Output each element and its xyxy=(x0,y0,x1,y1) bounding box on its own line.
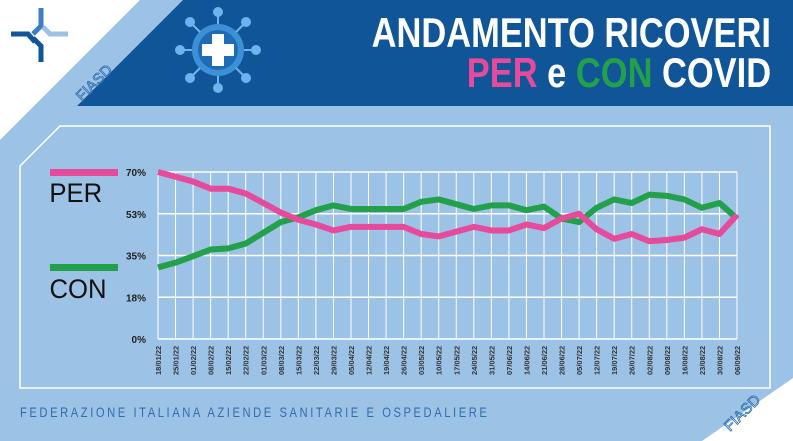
x-tick-label: 25/01/22 xyxy=(172,346,181,375)
x-tick-label: 03/05/22 xyxy=(417,346,426,375)
x-tick-label: 19/07/22 xyxy=(610,346,619,375)
title-line-1: ANDAMENTO RICOVERI xyxy=(371,9,771,56)
x-tick-label: 15/03/22 xyxy=(294,346,303,375)
x-tick-label: 01/02/22 xyxy=(189,346,198,375)
x-tick-label: 08/03/22 xyxy=(277,346,286,375)
title-per: PER xyxy=(466,49,538,96)
x-tick-label: 28/06/22 xyxy=(558,346,567,375)
x-tick-label: 24/05/22 xyxy=(470,346,479,375)
x-tick-label: 02/08/22 xyxy=(645,346,654,375)
title-line-2: PER e CON COVID xyxy=(467,52,771,94)
x-tick-label: 01/03/22 xyxy=(259,346,268,375)
x-tick-label: 07/06/22 xyxy=(505,346,514,375)
x-tick-label: 06/09/22 xyxy=(733,346,742,375)
series-line-con xyxy=(157,191,739,271)
x-tick-label: 17/05/22 xyxy=(452,346,461,375)
x-tick-label: 09/08/22 xyxy=(663,346,672,375)
x-tick-label: 19/04/22 xyxy=(382,346,391,375)
x-tick-label: 23/08/22 xyxy=(698,346,707,375)
x-tick-label: 16/08/22 xyxy=(680,346,689,375)
x-tick-label: 26/04/22 xyxy=(400,346,409,375)
legend-swatch-con xyxy=(50,264,118,271)
title-covid: COVID xyxy=(661,49,771,96)
y-tick-label: 0% xyxy=(132,335,147,346)
x-tick-label: 15/02/22 xyxy=(224,346,233,375)
x-tick-label: 10/05/22 xyxy=(435,346,444,375)
y-tick-label: 70% xyxy=(126,168,146,179)
x-tick-label: 14/06/22 xyxy=(522,346,531,375)
x-tick-label: 18/01/22 xyxy=(154,346,163,375)
y-tick-label: 35% xyxy=(126,252,146,263)
x-tick-label: 08/02/22 xyxy=(207,346,216,375)
virus-medical-cross-icon xyxy=(175,7,261,93)
legend-label-con: CON xyxy=(49,274,107,304)
footer-text: FEDERAZIONE ITALIANA AZIENDE SANITARIE E… xyxy=(20,404,490,420)
x-tick-label: 22/03/22 xyxy=(312,346,321,375)
x-tick-label: 29/03/22 xyxy=(329,346,338,375)
x-tick-label: 05/07/22 xyxy=(575,346,584,375)
x-tick-label: 30/08/22 xyxy=(715,346,724,375)
title-con: CON xyxy=(575,49,653,96)
fiasd-cross-logo-icon xyxy=(11,8,68,62)
x-tick-label: 31/05/22 xyxy=(487,346,496,375)
x-tick-label: 26/07/22 xyxy=(628,346,637,375)
y-tick-label: 18% xyxy=(126,293,146,304)
series-line-per xyxy=(157,169,740,245)
legend-swatch-per xyxy=(50,169,118,176)
legend-label-per: PER xyxy=(49,178,103,208)
x-tick-label: 05/04/22 xyxy=(347,346,356,375)
x-tick-label: 22/02/22 xyxy=(242,346,251,375)
title-e: e xyxy=(547,49,567,96)
x-tick-label: 12/07/22 xyxy=(593,346,602,375)
chart-frame xyxy=(19,125,771,389)
x-tick-label: 12/04/22 xyxy=(365,346,374,375)
y-tick-label: 53% xyxy=(126,210,146,221)
x-tick-label: 21/06/22 xyxy=(540,346,549,375)
header-banner xyxy=(77,0,793,106)
